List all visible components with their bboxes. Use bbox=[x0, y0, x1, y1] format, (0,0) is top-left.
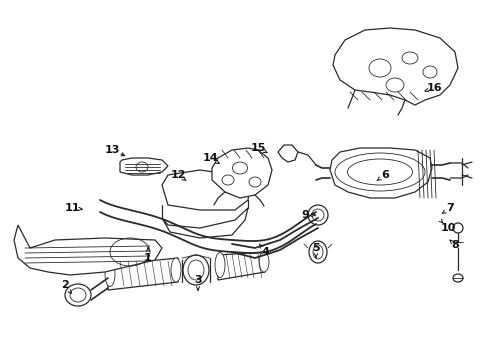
Polygon shape bbox=[108, 258, 178, 290]
Text: 12: 12 bbox=[170, 170, 185, 180]
Text: 10: 10 bbox=[439, 223, 455, 233]
Text: 6: 6 bbox=[380, 170, 388, 180]
Ellipse shape bbox=[312, 245, 323, 259]
Ellipse shape bbox=[248, 177, 261, 187]
Polygon shape bbox=[14, 225, 162, 275]
Ellipse shape bbox=[385, 78, 403, 92]
Ellipse shape bbox=[452, 223, 462, 233]
Polygon shape bbox=[162, 170, 249, 210]
Polygon shape bbox=[332, 28, 457, 105]
Polygon shape bbox=[212, 148, 271, 198]
Text: 14: 14 bbox=[202, 153, 217, 163]
Ellipse shape bbox=[232, 162, 247, 174]
Polygon shape bbox=[218, 252, 267, 280]
Polygon shape bbox=[120, 158, 168, 175]
Text: 16: 16 bbox=[427, 83, 442, 93]
Text: 4: 4 bbox=[261, 247, 268, 257]
Text: 11: 11 bbox=[64, 203, 80, 213]
Polygon shape bbox=[329, 148, 431, 198]
Ellipse shape bbox=[65, 284, 91, 306]
Ellipse shape bbox=[171, 258, 181, 282]
Ellipse shape bbox=[452, 274, 462, 282]
Text: 8: 8 bbox=[450, 240, 458, 250]
Text: 7: 7 bbox=[445, 203, 453, 213]
Text: 13: 13 bbox=[104, 145, 120, 155]
Ellipse shape bbox=[307, 205, 327, 225]
Text: 1: 1 bbox=[144, 253, 152, 263]
Text: 5: 5 bbox=[311, 243, 319, 253]
Ellipse shape bbox=[222, 175, 234, 185]
Ellipse shape bbox=[368, 59, 390, 77]
Ellipse shape bbox=[259, 252, 268, 272]
Ellipse shape bbox=[422, 66, 436, 78]
Ellipse shape bbox=[70, 288, 86, 302]
Polygon shape bbox=[278, 145, 297, 162]
Polygon shape bbox=[162, 208, 247, 238]
Ellipse shape bbox=[136, 162, 148, 172]
Text: 9: 9 bbox=[301, 210, 308, 220]
Text: 3: 3 bbox=[194, 275, 202, 285]
Ellipse shape bbox=[334, 153, 424, 191]
Ellipse shape bbox=[308, 241, 326, 263]
Ellipse shape bbox=[187, 260, 203, 280]
Ellipse shape bbox=[183, 255, 208, 285]
Ellipse shape bbox=[311, 209, 324, 221]
Ellipse shape bbox=[347, 159, 412, 185]
Ellipse shape bbox=[401, 52, 417, 64]
Text: 2: 2 bbox=[61, 280, 69, 290]
Ellipse shape bbox=[215, 252, 224, 278]
Ellipse shape bbox=[105, 261, 115, 287]
Text: 15: 15 bbox=[250, 143, 265, 153]
